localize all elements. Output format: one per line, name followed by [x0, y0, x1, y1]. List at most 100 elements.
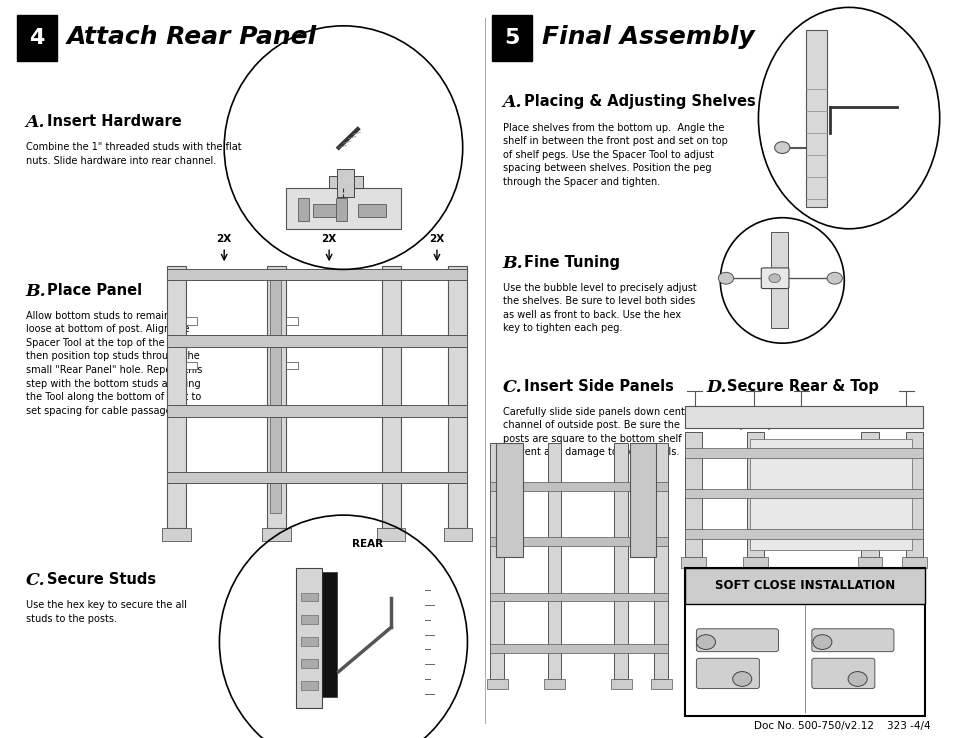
- Circle shape: [812, 635, 831, 649]
- FancyBboxPatch shape: [742, 557, 767, 568]
- Text: Use the hex key to secure the all
studs to the posts.: Use the hex key to secure the all studs …: [26, 600, 187, 624]
- FancyBboxPatch shape: [335, 198, 347, 221]
- Text: Place Panel: Place Panel: [47, 283, 142, 297]
- Text: Allow bottom studs to remain
loose at bottom of post. Align the
Spacer Tool at t: Allow bottom studs to remain loose at bo…: [26, 311, 202, 416]
- Circle shape: [847, 672, 866, 686]
- Text: 2X: 2X: [429, 233, 444, 244]
- FancyBboxPatch shape: [680, 557, 705, 568]
- FancyBboxPatch shape: [610, 679, 631, 689]
- FancyBboxPatch shape: [811, 629, 893, 652]
- FancyBboxPatch shape: [357, 204, 386, 217]
- FancyBboxPatch shape: [614, 443, 627, 679]
- Text: Doc No. 500-750/v2.12    323 -4/4: Doc No. 500-750/v2.12 323 -4/4: [753, 720, 929, 731]
- FancyBboxPatch shape: [313, 204, 341, 217]
- Text: C.: C.: [26, 572, 46, 589]
- FancyBboxPatch shape: [654, 443, 667, 679]
- Text: 4: 4: [30, 27, 45, 48]
- FancyBboxPatch shape: [300, 593, 317, 601]
- FancyBboxPatch shape: [167, 335, 467, 347]
- FancyBboxPatch shape: [805, 30, 826, 207]
- FancyBboxPatch shape: [300, 659, 317, 668]
- FancyBboxPatch shape: [297, 198, 309, 221]
- Circle shape: [826, 272, 841, 284]
- Text: A.: A.: [26, 114, 45, 131]
- FancyBboxPatch shape: [167, 405, 467, 417]
- FancyBboxPatch shape: [696, 629, 778, 652]
- Text: REAR: REAR: [352, 539, 382, 549]
- FancyBboxPatch shape: [547, 443, 560, 679]
- FancyBboxPatch shape: [684, 568, 924, 604]
- Text: 2X: 2X: [216, 233, 232, 244]
- FancyBboxPatch shape: [286, 317, 297, 325]
- Text: Attach Rear Panel: Attach Rear Panel: [67, 25, 316, 49]
- Text: Insert Hardware: Insert Hardware: [47, 114, 181, 129]
- FancyBboxPatch shape: [492, 15, 532, 61]
- FancyBboxPatch shape: [490, 443, 503, 679]
- FancyBboxPatch shape: [490, 537, 667, 546]
- FancyBboxPatch shape: [650, 679, 671, 689]
- FancyBboxPatch shape: [861, 432, 878, 557]
- FancyBboxPatch shape: [448, 266, 467, 528]
- FancyBboxPatch shape: [300, 615, 317, 624]
- FancyBboxPatch shape: [905, 432, 923, 557]
- Text: Carefully slide side panels down center
channel of outside post. Be sure the
pos: Carefully slide side panels down center …: [502, 407, 694, 458]
- FancyBboxPatch shape: [543, 679, 564, 689]
- FancyBboxPatch shape: [322, 572, 336, 697]
- FancyBboxPatch shape: [262, 528, 291, 541]
- Circle shape: [696, 635, 715, 649]
- Circle shape: [718, 272, 733, 284]
- FancyBboxPatch shape: [490, 593, 667, 601]
- Text: B.: B.: [26, 283, 47, 300]
- Text: Combine the 1" threaded studs with the flat
nuts. Slide hardware into rear chann: Combine the 1" threaded studs with the f…: [26, 142, 241, 166]
- Text: Use the bubble level to precisely adjust
the shelves. Be sure to level both side: Use the bubble level to precisely adjust…: [502, 283, 696, 334]
- Text: B.: B.: [502, 255, 523, 272]
- FancyBboxPatch shape: [696, 658, 759, 689]
- FancyBboxPatch shape: [267, 266, 286, 528]
- FancyBboxPatch shape: [684, 489, 923, 498]
- FancyBboxPatch shape: [167, 266, 186, 528]
- FancyBboxPatch shape: [381, 266, 400, 528]
- FancyBboxPatch shape: [270, 280, 281, 513]
- FancyBboxPatch shape: [684, 432, 701, 557]
- FancyBboxPatch shape: [629, 443, 656, 557]
- FancyBboxPatch shape: [490, 482, 667, 491]
- FancyBboxPatch shape: [443, 528, 472, 541]
- FancyBboxPatch shape: [286, 188, 400, 229]
- Text: Put the remaining thumb nuts on
to complete panel installation.: Put the remaining thumb nuts on to compl…: [705, 407, 868, 430]
- Text: A.: A.: [502, 94, 521, 111]
- FancyBboxPatch shape: [490, 644, 667, 653]
- FancyBboxPatch shape: [811, 658, 874, 689]
- FancyBboxPatch shape: [376, 528, 405, 541]
- Text: 2X: 2X: [321, 233, 336, 244]
- FancyBboxPatch shape: [760, 268, 788, 289]
- FancyBboxPatch shape: [286, 362, 297, 369]
- FancyBboxPatch shape: [496, 443, 522, 557]
- Text: Fine Tuning: Fine Tuning: [523, 255, 619, 269]
- FancyBboxPatch shape: [770, 232, 787, 328]
- FancyBboxPatch shape: [186, 317, 197, 325]
- Text: D.: D.: [705, 379, 725, 396]
- FancyBboxPatch shape: [902, 557, 926, 568]
- FancyBboxPatch shape: [17, 15, 57, 61]
- FancyBboxPatch shape: [186, 362, 197, 369]
- FancyBboxPatch shape: [749, 439, 911, 550]
- FancyBboxPatch shape: [746, 432, 763, 557]
- Circle shape: [774, 142, 789, 154]
- FancyBboxPatch shape: [300, 681, 317, 690]
- Text: A: A: [694, 611, 700, 620]
- FancyBboxPatch shape: [684, 448, 923, 458]
- Circle shape: [768, 274, 780, 283]
- FancyBboxPatch shape: [684, 406, 923, 428]
- Text: Place shelves from the bottom up.  Angle the
shelf in between the front post and: Place shelves from the bottom up. Angle …: [502, 123, 727, 187]
- Text: Secure Rear & Top: Secure Rear & Top: [726, 379, 878, 393]
- Text: B: B: [809, 611, 815, 620]
- FancyBboxPatch shape: [684, 568, 924, 716]
- Text: Secure Studs: Secure Studs: [47, 572, 155, 587]
- FancyBboxPatch shape: [162, 528, 191, 541]
- Text: Final Assembly: Final Assembly: [541, 25, 754, 49]
- FancyBboxPatch shape: [336, 169, 354, 197]
- Text: Insert Side Panels: Insert Side Panels: [523, 379, 673, 393]
- FancyBboxPatch shape: [295, 568, 322, 708]
- FancyBboxPatch shape: [329, 176, 362, 188]
- Circle shape: [732, 672, 751, 686]
